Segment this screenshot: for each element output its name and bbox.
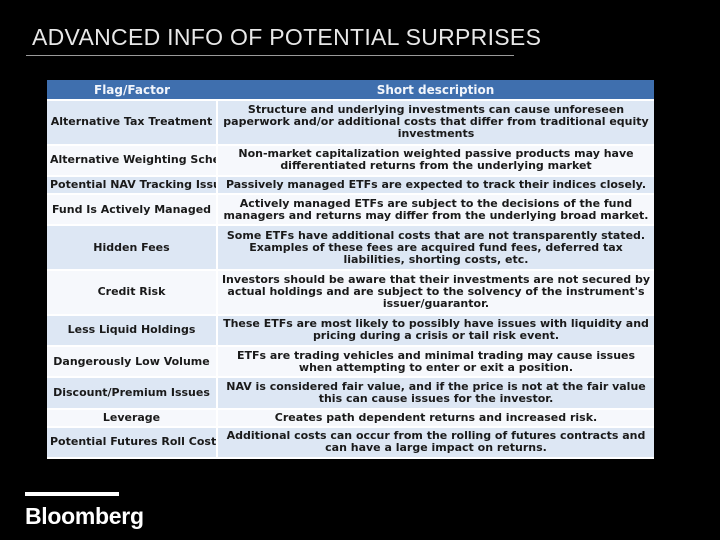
table-row: Potential NAV Tracking Issues Passively … [47,176,654,195]
factor-cell: Potential Futures Roll Costs [47,426,218,460]
title-divider [26,55,514,56]
table-row: Discount/Premium Issues NAV is considere… [47,377,654,410]
description-cell: These ETFs are most likely to possibly h… [217,314,654,348]
table-row: Credit Risk Investors should be aware th… [47,270,654,316]
factor-cell: Discount/Premium Issues [47,377,218,410]
table-header-row: Flag/Factor Short description [47,80,654,101]
column-header-factor: Flag/Factor [47,80,217,101]
factor-cell: Alternative Tax Treatment [47,100,218,146]
factor-cell: Credit Risk [47,270,218,316]
description-cell: Some ETFs have additional costs that are… [217,225,654,272]
table-row: Dangerously Low Volume ETFs are trading … [47,346,654,379]
description-cell: Passively managed ETFs are expected to t… [217,176,654,195]
column-header-description: Short description [217,80,654,101]
brand-accent-bar [25,492,119,496]
info-table-panel: Flag/Factor Short description Alternativ… [47,80,654,460]
table-row: Alternative Tax Treatment Structure and … [47,100,654,146]
description-cell: NAV is considered fair value, and if the… [217,377,654,410]
table-row: Hidden Fees Some ETFs have additional co… [47,225,654,272]
table-row: Potential Futures Roll Costs Additional … [47,426,654,460]
table-row: Less Liquid Holdings These ETFs are most… [47,314,654,348]
table-row: Leverage Creates path dependent returns … [47,408,654,428]
description-cell: Creates path dependent returns and incre… [217,408,654,428]
factor-cell: Less Liquid Holdings [47,314,218,348]
description-cell: Additional costs can occur from the roll… [217,426,654,460]
factor-cell: Hidden Fees [47,225,218,272]
flags-table: Flag/Factor Short description Alternativ… [47,80,654,460]
factor-cell: Leverage [47,408,218,428]
description-cell: Structure and underlying investments can… [217,100,654,146]
bloomberg-logo: Bloomberg [25,503,144,529]
factor-cell: Dangerously Low Volume [47,346,218,379]
table-row: Fund Is Actively Managed Actively manage… [47,193,654,227]
description-cell: Investors should be aware that their inv… [217,270,654,316]
table-row: Alternative Weighting Scheme Non-market … [47,144,654,178]
description-cell: Actively managed ETFs are subject to the… [217,193,654,227]
factor-cell: Fund Is Actively Managed [47,193,218,227]
description-cell: ETFs are trading vehicles and minimal tr… [217,346,654,379]
factor-cell: Alternative Weighting Scheme [47,144,218,178]
factor-cell: Potential NAV Tracking Issues [47,176,218,195]
slide-title: ADVANCED INFO OF POTENTIAL SURPRISES [32,24,542,50]
description-cell: Non-market capitalization weighted passi… [217,144,654,178]
